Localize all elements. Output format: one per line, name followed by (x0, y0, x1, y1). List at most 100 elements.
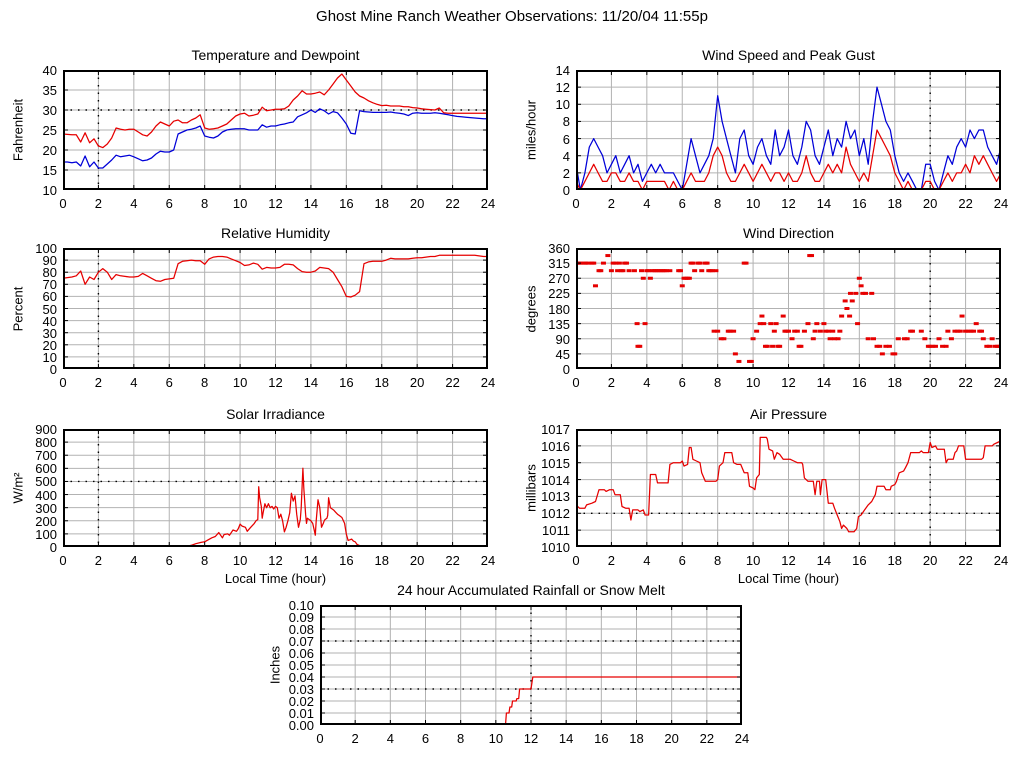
y-tick-label: 45 (555, 346, 570, 362)
chart-title: 24 hour Accumulated Rainfall or Snow Mel… (397, 582, 665, 598)
x-tick-label: 24 (480, 196, 496, 211)
series-wind-speed (575, 129, 1002, 191)
x-tick-label: 8 (457, 731, 465, 746)
x-tick-label: 22 (958, 196, 973, 211)
y-tick-label: 60 (42, 289, 57, 305)
x-tick-label: 20 (409, 375, 425, 390)
y-tick-label: 14 (555, 63, 570, 78)
y-tick-label: 0.09 (288, 610, 314, 625)
series-air-pressure (575, 436, 1002, 533)
x-axis-label: Local Time (hour) (224, 571, 327, 586)
chart-title: Wind Speed and Peak Gust (702, 47, 875, 63)
x-tick-label: 12 (268, 196, 283, 211)
x-tick-label: 12 (781, 196, 796, 211)
series-temperature (62, 73, 488, 149)
x-tick-label: 14 (303, 553, 319, 568)
y-tick-label: 25 (42, 123, 57, 138)
y-tick-label: 0.00 (288, 718, 314, 733)
y-tick-label: 360 (548, 241, 570, 256)
y-tick-label: 225 (548, 286, 570, 302)
x-tick-label: 18 (629, 731, 644, 746)
x-tick-label: 14 (816, 553, 832, 568)
series-dewpoint (63, 108, 488, 169)
y-tick-label: 20 (42, 143, 57, 158)
x-tick-label: 10 (745, 375, 761, 390)
y-tick-label: 1012 (541, 506, 570, 522)
y-tick-label: 20 (42, 337, 57, 353)
y-tick-label: 200 (35, 513, 57, 529)
plot-border (576, 70, 1001, 190)
x-tick-label: 10 (745, 553, 761, 568)
y-tick-label: 0.10 (288, 598, 314, 613)
y-tick-label: 0.03 (288, 682, 314, 697)
series-wind-direction (574, 254, 1004, 371)
x-tick-label: 12 (781, 375, 796, 390)
y-tick-label: 315 (548, 256, 570, 272)
y-tick-label: 1014 (541, 472, 570, 488)
y-tick-label: 1016 (541, 438, 570, 454)
x-tick-label: 20 (922, 196, 938, 211)
plot-svg-solar-irradiance (62, 428, 489, 548)
x-tick-label: 0 (59, 196, 67, 211)
y-tick-label: 90 (42, 253, 57, 269)
x-tick-label: 20 (922, 375, 938, 390)
x-tick-label: 0 (572, 553, 580, 568)
x-tick-label: 20 (664, 731, 679, 746)
y-tick-label: 1010 (541, 540, 570, 555)
x-tick-label: 10 (232, 375, 248, 390)
plot-border (576, 248, 1001, 369)
y-tick-label: 600 (35, 461, 57, 477)
y-tick-label: 0.07 (288, 634, 314, 649)
x-tick-label: 2 (94, 553, 103, 568)
chart-title: Temperature and Dewpoint (191, 47, 360, 63)
x-tick-label: 4 (130, 196, 138, 211)
y-tick-label: 0.06 (288, 646, 314, 661)
y-tick-label: 12 (555, 80, 570, 96)
y-tick-label: 30 (42, 103, 57, 118)
x-tick-label: 6 (678, 196, 686, 211)
plot-svg-wind-speed-and-peak-gust (575, 69, 1002, 191)
page-title: Ghost Mine Ranch Weather Observations: 1… (316, 8, 708, 25)
x-tick-label: 8 (201, 553, 209, 568)
x-tick-label: 10 (488, 731, 504, 746)
x-tick-label: 10 (232, 553, 248, 568)
x-tick-label: 14 (303, 196, 319, 211)
y-tick-label: 0.01 (288, 706, 314, 721)
x-tick-label: 4 (130, 553, 138, 568)
x-tick-label: 22 (445, 553, 460, 568)
y-tick-label: 50 (42, 301, 57, 317)
x-tick-label: 4 (643, 196, 651, 211)
y-tick-label: 10 (42, 349, 57, 365)
x-tick-label: 4 (643, 375, 651, 390)
y-tick-label: 35 (42, 83, 57, 98)
x-tick-label: 2 (607, 375, 616, 390)
y-tick-label: 0 (49, 362, 57, 377)
y-tick-label: 40 (42, 313, 57, 329)
plot-svg-relative-humidity (62, 247, 489, 370)
y-tick-label: 0.02 (288, 694, 314, 709)
x-tick-label: 8 (201, 375, 209, 390)
x-tick-label: 16 (594, 731, 609, 746)
y-tick-label: 10 (555, 97, 570, 113)
x-tick-label: 24 (480, 375, 496, 390)
x-tick-label: 24 (734, 731, 750, 746)
x-tick-label: 4 (643, 553, 651, 568)
y-tick-label: 0 (562, 362, 570, 377)
y-tick-label: 80 (42, 265, 57, 281)
y-tick-label: 900 (35, 422, 57, 437)
plot-area (62, 69, 489, 191)
series-solar-irradiance (63, 467, 488, 548)
y-tick-label: 100 (35, 526, 57, 542)
x-tick-label: 10 (745, 196, 761, 211)
y-tick-label: 270 (548, 271, 570, 287)
x-tick-label: 2 (94, 375, 103, 390)
plot-area (319, 604, 743, 726)
x-tick-label: 18 (374, 375, 389, 390)
x-tick-label: 14 (303, 375, 319, 390)
x-tick-label: 8 (201, 196, 209, 211)
x-tick-label: 2 (351, 731, 359, 746)
plot-border (63, 248, 488, 369)
x-tick-label: 10 (232, 196, 248, 211)
x-tick-label: 22 (445, 375, 460, 390)
y-tick-label: 2 (562, 165, 570, 181)
